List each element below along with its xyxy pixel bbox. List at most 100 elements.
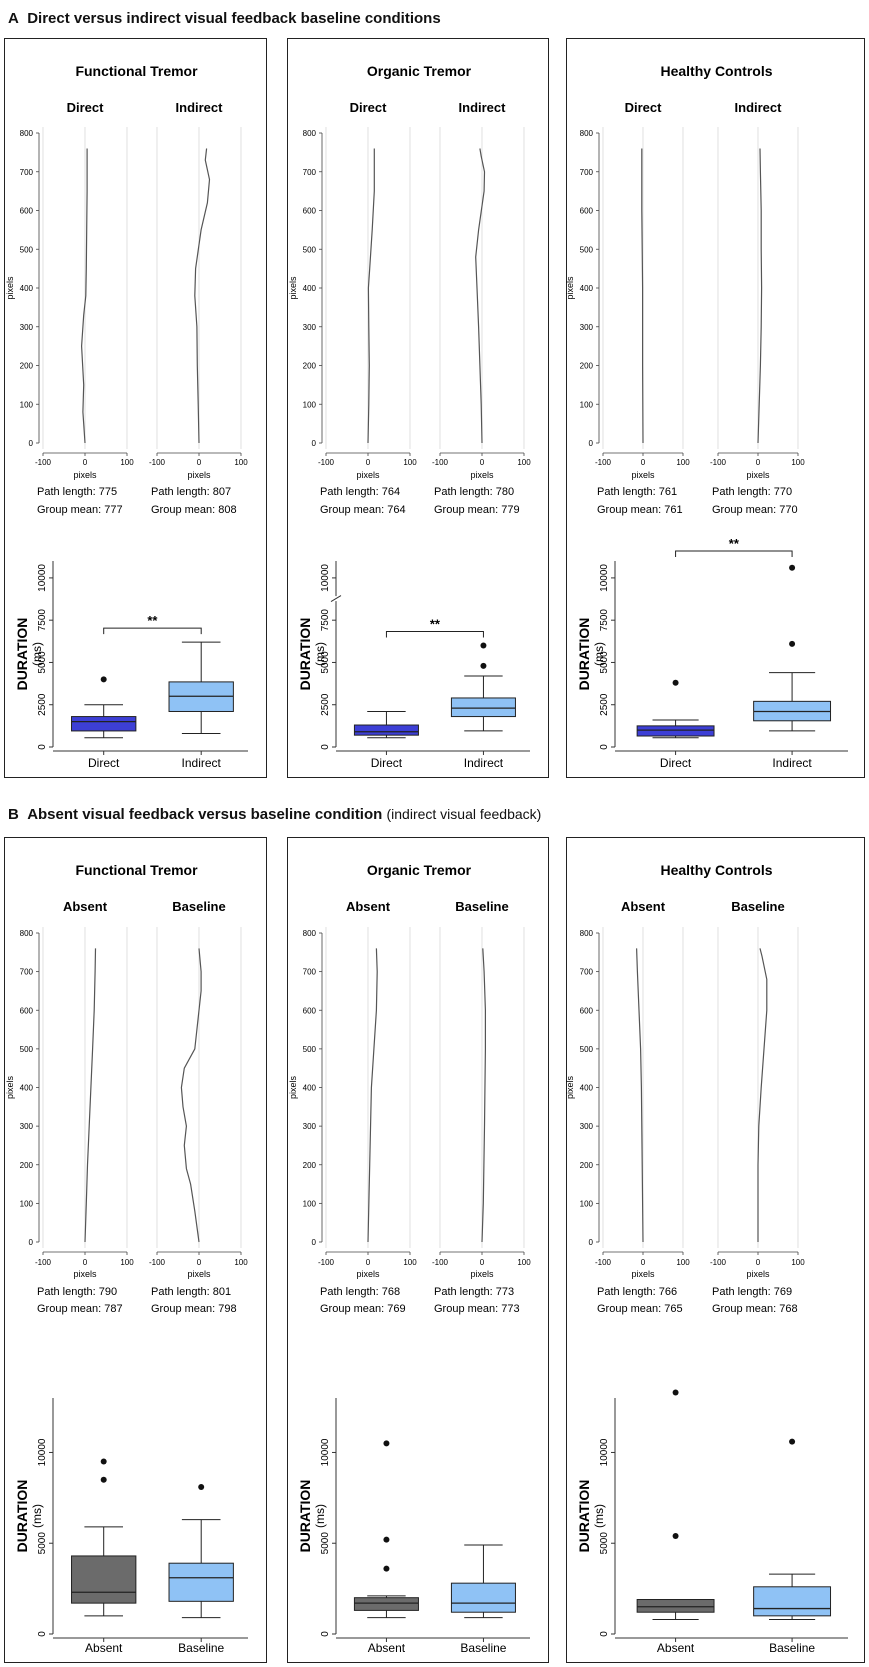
traj-y-label: pixels bbox=[288, 276, 298, 300]
traj-x-tick-label: 100 bbox=[120, 1258, 134, 1267]
box-y-tick-label: 10000 bbox=[320, 564, 331, 592]
traj-x-tick-label: 0 bbox=[83, 1258, 88, 1267]
traj-y-tick-label: 200 bbox=[303, 1161, 317, 1170]
traj-y-tick-label: 600 bbox=[20, 207, 34, 216]
traj-x-label: pixels bbox=[356, 470, 380, 480]
traj-x-tick-label: -100 bbox=[35, 458, 52, 467]
path-length: Path length: 807 bbox=[151, 486, 231, 498]
traj-y-tick-label: 200 bbox=[20, 1161, 34, 1170]
condition-label: Baseline bbox=[172, 899, 225, 914]
traj-x-tick-label: -100 bbox=[35, 1258, 52, 1267]
box-category-label: Absent bbox=[85, 1641, 123, 1655]
traj-y-tick-label: 100 bbox=[580, 400, 594, 409]
traj-x-tick-label: 100 bbox=[791, 458, 805, 467]
outlier-point bbox=[789, 640, 796, 647]
traj-y-tick-label: 0 bbox=[589, 1238, 594, 1247]
traj-x-tick-label: 0 bbox=[197, 1258, 202, 1267]
traj-x-tick-label: -100 bbox=[595, 1258, 612, 1267]
traj-y-tick-label: 0 bbox=[29, 439, 34, 448]
traj-y-tick-label: 0 bbox=[312, 439, 317, 448]
trajectory-trace bbox=[481, 948, 486, 1243]
traj-x-tick-label: 0 bbox=[480, 458, 485, 467]
box-y-tick-label: 0 bbox=[37, 1631, 48, 1637]
box-y-tick-label: 0 bbox=[320, 744, 331, 750]
box-iqr bbox=[636, 1599, 715, 1613]
chart-svg: Healthy Controls 0 100 200 300 400 500 600 700 80… bbox=[565, 63, 848, 770]
section-b-title: B Absent visual feedback versus baseline… bbox=[8, 806, 541, 823]
traj-y-tick-label: 400 bbox=[303, 1084, 317, 1093]
traj-y-tick-label: 800 bbox=[580, 929, 594, 938]
trajectory-trace bbox=[475, 148, 486, 444]
traj-x-tick-label: -100 bbox=[710, 1258, 727, 1267]
traj-x-tick-label: 0 bbox=[641, 1258, 646, 1267]
traj-x-tick-label: 100 bbox=[403, 458, 417, 467]
box-y-tick-label: 5000 bbox=[320, 1532, 331, 1555]
box-iqr bbox=[71, 716, 137, 732]
box-iqr bbox=[168, 1562, 234, 1602]
group-title: Functional Tremor bbox=[75, 63, 198, 79]
box-y-tick-label: 2500 bbox=[599, 693, 610, 716]
group-title: Organic Tremor bbox=[367, 862, 472, 878]
traj-y-label: pixels bbox=[565, 1075, 575, 1099]
box-iqr bbox=[450, 697, 516, 718]
traj-y-tick-label: 0 bbox=[29, 1238, 34, 1247]
outlier-point bbox=[789, 564, 796, 571]
trajectory-trace bbox=[757, 948, 768, 1242]
trajectory-trace bbox=[641, 148, 644, 444]
traj-y-label: pixels bbox=[5, 276, 15, 300]
traj-y-tick-label: 600 bbox=[580, 1006, 594, 1015]
traj-y-tick-label: 300 bbox=[20, 1122, 34, 1131]
outlier-point bbox=[100, 1458, 107, 1465]
section-a-letter: A bbox=[8, 10, 19, 27]
box-y-tick-label: 10000 bbox=[599, 1438, 610, 1466]
traj-y-tick-label: 700 bbox=[20, 168, 34, 177]
traj-x-label: pixels bbox=[356, 1269, 380, 1279]
outlier-point bbox=[198, 1483, 205, 1490]
box-y-tick-label: 10000 bbox=[37, 1438, 48, 1466]
box-category-label: Direct bbox=[88, 756, 120, 770]
path-length: Path length: 773 bbox=[434, 1286, 514, 1298]
group-mean: Group mean: 787 bbox=[37, 1303, 123, 1315]
path-length: Path length: 769 bbox=[712, 1286, 792, 1298]
box-y-label-line2: (ms) bbox=[592, 1504, 606, 1528]
box-category-label: Indirect bbox=[182, 756, 222, 770]
group-mean: Group mean: 773 bbox=[434, 1303, 520, 1315]
traj-y-tick-label: 500 bbox=[580, 1045, 594, 1054]
traj-x-tick-label: 100 bbox=[676, 1258, 690, 1267]
trajectory-trace bbox=[636, 948, 644, 1243]
traj-y-tick-label: 800 bbox=[20, 129, 34, 138]
traj-x-tick-label: 0 bbox=[641, 458, 646, 467]
outlier-point bbox=[672, 1532, 679, 1539]
group-title: Healthy Controls bbox=[660, 862, 772, 878]
panel-a-healthy-controls: Healthy Controls 0 100 200 300 400 500 600 700 80… bbox=[565, 38, 865, 778]
traj-x-tick-label: -100 bbox=[710, 458, 727, 467]
group-mean: Group mean: 779 bbox=[434, 504, 520, 516]
box-y-tick-label: 7500 bbox=[37, 609, 48, 632]
traj-y-tick-label: 500 bbox=[20, 1045, 34, 1054]
traj-y-tick-label: 600 bbox=[303, 207, 317, 216]
path-length: Path length: 768 bbox=[320, 1286, 400, 1298]
group-mean: Group mean: 765 bbox=[597, 1303, 683, 1315]
outlier-point bbox=[383, 1440, 390, 1447]
traj-y-tick-label: 800 bbox=[303, 929, 317, 938]
group-mean: Group mean: 798 bbox=[151, 1303, 237, 1315]
chart-svg: Functional Tremor 0 100 200 300 400 500 600 700 8… bbox=[5, 63, 248, 770]
path-length: Path length: 766 bbox=[597, 1286, 677, 1298]
box-category-label: Baseline bbox=[769, 1641, 815, 1655]
path-length: Path length: 764 bbox=[320, 486, 400, 498]
traj-x-label: pixels bbox=[73, 1269, 97, 1279]
traj-x-tick-label: 100 bbox=[120, 458, 134, 467]
traj-x-tick-label: 100 bbox=[234, 458, 248, 467]
box-category-label: Baseline bbox=[460, 1641, 506, 1655]
chart-svg: Organic Tremor 0 100 200 300 400 500 600 700 800 p… bbox=[288, 63, 531, 770]
box-y-label-line2: (ms) bbox=[30, 1504, 44, 1528]
box-y-label-line1: DURATION bbox=[576, 618, 592, 691]
traj-x-label: pixels bbox=[470, 1269, 494, 1279]
traj-y-tick-label: 800 bbox=[20, 929, 34, 938]
trajectory-trace bbox=[180, 948, 202, 1243]
traj-x-label: pixels bbox=[746, 470, 770, 480]
traj-y-tick-label: 700 bbox=[303, 168, 317, 177]
box-iqr bbox=[353, 1597, 419, 1611]
path-length: Path length: 790 bbox=[37, 1286, 117, 1298]
outlier-point bbox=[383, 1565, 390, 1572]
